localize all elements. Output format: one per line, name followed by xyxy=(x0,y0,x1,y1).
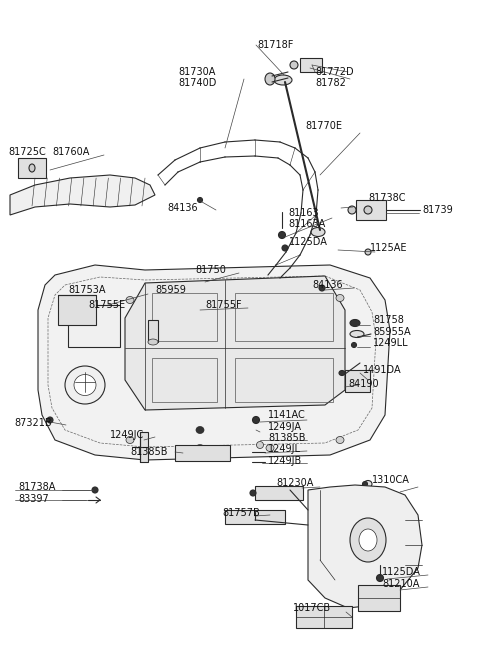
Ellipse shape xyxy=(196,445,204,451)
Text: 1125AE: 1125AE xyxy=(370,243,408,253)
Ellipse shape xyxy=(92,487,98,493)
Bar xyxy=(152,293,217,341)
Text: 84136: 84136 xyxy=(312,280,343,290)
Ellipse shape xyxy=(348,206,356,214)
Bar xyxy=(235,358,333,402)
Ellipse shape xyxy=(256,441,264,449)
Text: 81730A: 81730A xyxy=(178,67,216,77)
Text: 1017CB: 1017CB xyxy=(293,603,331,613)
Text: 81210A: 81210A xyxy=(382,579,420,589)
Text: 1125DA: 1125DA xyxy=(289,237,328,247)
Ellipse shape xyxy=(148,339,158,345)
Text: 81740D: 81740D xyxy=(178,78,216,88)
Bar xyxy=(255,486,303,500)
Text: 1491DA: 1491DA xyxy=(363,365,402,375)
Ellipse shape xyxy=(65,366,105,404)
Bar xyxy=(68,305,120,347)
Bar xyxy=(235,293,333,341)
Ellipse shape xyxy=(265,73,275,85)
Text: 81755F: 81755F xyxy=(205,300,241,310)
Bar xyxy=(345,370,370,392)
Bar xyxy=(356,200,386,220)
Ellipse shape xyxy=(336,295,344,301)
Ellipse shape xyxy=(274,75,292,85)
Text: 81755E: 81755E xyxy=(88,300,125,310)
Text: 1249JL: 1249JL xyxy=(268,444,301,454)
Ellipse shape xyxy=(126,297,134,303)
Ellipse shape xyxy=(351,343,357,348)
Bar xyxy=(300,58,322,72)
Ellipse shape xyxy=(252,417,260,424)
Bar xyxy=(140,432,148,462)
Bar xyxy=(225,510,285,524)
Text: 81782: 81782 xyxy=(315,78,346,88)
Polygon shape xyxy=(10,175,155,215)
Text: 84190: 84190 xyxy=(348,379,379,389)
Text: 81760A: 81760A xyxy=(52,147,89,157)
Ellipse shape xyxy=(311,227,325,236)
Text: 1249JC: 1249JC xyxy=(110,430,144,440)
Text: 87321B: 87321B xyxy=(14,418,52,428)
Bar xyxy=(148,320,158,342)
Polygon shape xyxy=(38,265,390,460)
Ellipse shape xyxy=(196,426,204,434)
Ellipse shape xyxy=(350,331,364,337)
Bar xyxy=(18,158,46,178)
Ellipse shape xyxy=(364,206,372,214)
Text: 81230A: 81230A xyxy=(276,478,313,488)
Ellipse shape xyxy=(365,249,371,255)
Text: 1249LL: 1249LL xyxy=(373,338,408,348)
Text: 85955A: 85955A xyxy=(373,327,410,337)
Ellipse shape xyxy=(339,371,345,375)
Ellipse shape xyxy=(250,490,256,496)
Text: 81757B: 81757B xyxy=(222,508,260,518)
Text: 81758: 81758 xyxy=(373,315,404,325)
Ellipse shape xyxy=(359,529,377,551)
Ellipse shape xyxy=(364,481,372,487)
Text: 81739: 81739 xyxy=(422,205,453,215)
Text: 1249JA: 1249JA xyxy=(268,422,302,432)
Text: 85959: 85959 xyxy=(155,285,186,295)
Bar xyxy=(175,445,230,461)
Text: 84136: 84136 xyxy=(167,203,198,213)
Ellipse shape xyxy=(362,481,368,487)
Ellipse shape xyxy=(29,164,35,172)
Text: 1249JB: 1249JB xyxy=(268,456,302,466)
Polygon shape xyxy=(125,276,345,410)
Text: 81750: 81750 xyxy=(195,265,226,275)
Text: 81718F: 81718F xyxy=(257,40,293,50)
Bar xyxy=(358,585,400,611)
Text: 83397: 83397 xyxy=(18,494,49,504)
Ellipse shape xyxy=(290,61,298,69)
Bar xyxy=(296,606,352,628)
Ellipse shape xyxy=(336,436,344,443)
Ellipse shape xyxy=(376,574,384,582)
Ellipse shape xyxy=(74,375,96,396)
Text: 81738C: 81738C xyxy=(368,193,406,203)
Ellipse shape xyxy=(350,518,386,562)
Ellipse shape xyxy=(126,436,134,443)
Text: 81772D: 81772D xyxy=(315,67,354,77)
Ellipse shape xyxy=(266,445,274,451)
Text: 81770E: 81770E xyxy=(305,121,342,131)
Bar xyxy=(58,295,96,325)
Text: 81385B: 81385B xyxy=(130,447,168,457)
Text: 81385B: 81385B xyxy=(268,433,305,443)
Text: 81753A: 81753A xyxy=(68,285,106,295)
Ellipse shape xyxy=(350,320,360,326)
Text: 1310CA: 1310CA xyxy=(372,475,410,485)
Text: 81738A: 81738A xyxy=(18,482,55,492)
Text: 81163: 81163 xyxy=(288,208,319,218)
Ellipse shape xyxy=(278,231,286,238)
Polygon shape xyxy=(308,485,422,608)
Text: 81163A: 81163A xyxy=(288,219,325,229)
Ellipse shape xyxy=(197,198,203,202)
Bar xyxy=(152,358,217,402)
Text: 1125DA: 1125DA xyxy=(382,567,421,577)
Ellipse shape xyxy=(319,285,325,291)
Ellipse shape xyxy=(47,417,53,423)
Ellipse shape xyxy=(282,245,288,251)
Text: 81725C: 81725C xyxy=(8,147,46,157)
Text: 1141AC: 1141AC xyxy=(268,410,306,420)
